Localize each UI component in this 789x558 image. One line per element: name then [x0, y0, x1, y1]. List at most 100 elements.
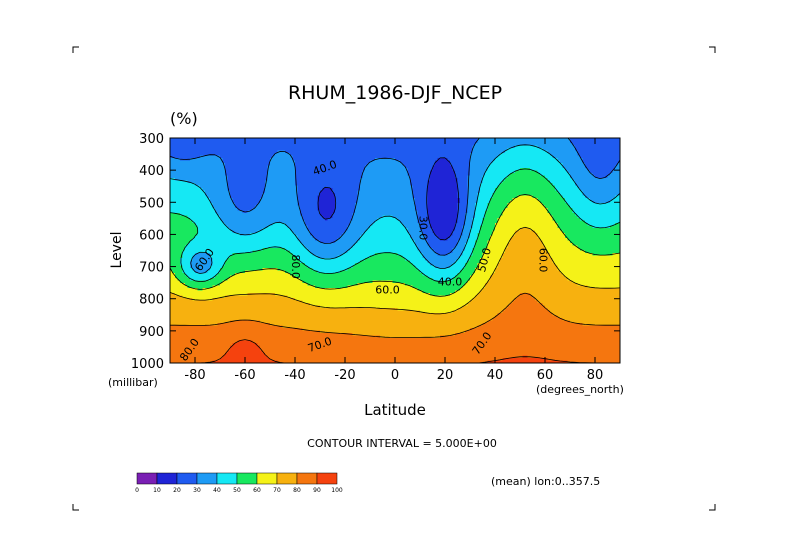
heatmap-cell	[195, 288, 198, 291]
heatmap-cell	[185, 298, 188, 301]
heatmap-cell	[175, 225, 178, 229]
heatmap-cell	[182, 170, 186, 174]
heatmap-cell	[177, 303, 181, 306]
heatmap-cell	[177, 253, 181, 256]
heatmap-cell	[200, 325, 203, 329]
heatmap-cell	[195, 300, 198, 304]
heatmap-cell	[200, 205, 203, 209]
heatmap-cell	[195, 163, 198, 166]
heatmap-cell	[192, 355, 196, 359]
heatmap-cell	[172, 138, 176, 141]
heatmap-cell	[192, 193, 196, 196]
heatmap-cell	[190, 155, 193, 159]
heatmap-cell	[212, 165, 216, 169]
heatmap-cell	[172, 335, 176, 339]
heatmap-cell	[185, 293, 188, 296]
heatmap-cell	[170, 315, 173, 319]
heatmap-cell	[210, 248, 213, 251]
heatmap-cell	[195, 255, 198, 259]
heatmap-cell	[170, 235, 173, 239]
heatmap-cell	[205, 168, 208, 171]
heatmap-cell	[205, 223, 208, 226]
heatmap-cell	[172, 283, 176, 286]
heatmap-cell	[182, 235, 186, 239]
heatmap-cell	[195, 328, 198, 331]
heatmap-cell	[192, 240, 196, 244]
heatmap-cell	[185, 195, 188, 199]
heatmap-cell	[212, 158, 216, 161]
heatmap-cell	[187, 220, 191, 224]
heatmap-cell	[187, 175, 191, 179]
heatmap-cell	[200, 315, 203, 319]
heatmap-cell	[172, 198, 176, 201]
heatmap-cell	[187, 283, 191, 286]
heatmap-cell	[172, 313, 176, 316]
heatmap-cell	[172, 148, 176, 151]
heatmap-cell	[172, 330, 176, 334]
heatmap-cell	[190, 358, 193, 361]
heatmap-cell	[190, 270, 193, 274]
heatmap-cell	[180, 155, 183, 159]
heatmap-cell	[197, 358, 201, 361]
heatmap-cell	[180, 193, 183, 196]
heatmap-cell	[182, 300, 186, 304]
heatmap-cell	[187, 260, 191, 264]
heatmap-cell	[180, 145, 183, 149]
heatmap-cell	[170, 178, 173, 181]
heatmap-cell	[195, 158, 198, 161]
heatmap-cell	[187, 225, 191, 229]
heatmap-cell	[207, 215, 211, 219]
heatmap-cell	[185, 235, 188, 239]
heatmap-cell	[187, 148, 191, 151]
heatmap-cell	[185, 185, 188, 189]
heatmap-cell	[202, 345, 206, 349]
heatmap-cell	[180, 208, 183, 211]
heatmap-cell	[205, 185, 208, 189]
heatmap-cell	[197, 253, 201, 256]
heatmap-cell	[207, 355, 211, 359]
heatmap-cell	[207, 180, 211, 184]
heatmap-cell	[210, 195, 213, 199]
heatmap-cell	[170, 238, 173, 241]
heatmap-cell	[182, 148, 186, 151]
heatmap-cell	[192, 223, 196, 226]
heatmap-cell	[175, 253, 178, 256]
heatmap-cell	[172, 175, 176, 179]
heatmap-cell	[210, 325, 213, 329]
heatmap-cell	[195, 248, 198, 251]
heatmap-cell	[172, 248, 176, 251]
heatmap-cell	[180, 200, 183, 204]
heatmap-cell	[170, 158, 173, 161]
heatmap-cell	[187, 350, 191, 354]
heatmap-cell	[190, 210, 193, 214]
heatmap-cell	[207, 265, 211, 269]
heatmap-cell	[195, 178, 198, 181]
heatmap-cell	[172, 215, 176, 219]
heatmap-cell	[207, 335, 211, 339]
heatmap-cell	[182, 215, 186, 219]
heatmap-cell	[190, 228, 193, 231]
heatmap-cell	[210, 320, 213, 324]
heatmap-cell	[195, 213, 198, 216]
plot-area: 40.030.040.050.060.0 60.080.060.070.0 70.0…	[169, 137, 621, 364]
heatmap-cell	[177, 268, 181, 271]
heatmap-cell	[200, 238, 203, 241]
heatmap-cell	[175, 295, 178, 299]
crop-marks	[72, 46, 716, 511]
heatmap-cell	[177, 198, 181, 201]
heatmap-cell	[177, 158, 181, 161]
heatmap-cell	[202, 233, 206, 236]
heatmap-cell	[172, 305, 176, 309]
heatmap-cell	[185, 243, 188, 246]
heatmap-cell	[195, 150, 198, 154]
heatmap-cell	[210, 175, 213, 179]
heatmap-cell	[195, 138, 198, 141]
heatmap-cell	[210, 353, 213, 356]
heatmap-cell	[175, 205, 178, 209]
heatmap-cell	[175, 263, 178, 266]
heatmap-cell	[195, 315, 198, 319]
heatmap-cell	[190, 235, 193, 239]
heatmap-cell	[170, 215, 173, 219]
heatmap-cell	[212, 175, 216, 179]
heatmap-cell	[182, 195, 186, 199]
